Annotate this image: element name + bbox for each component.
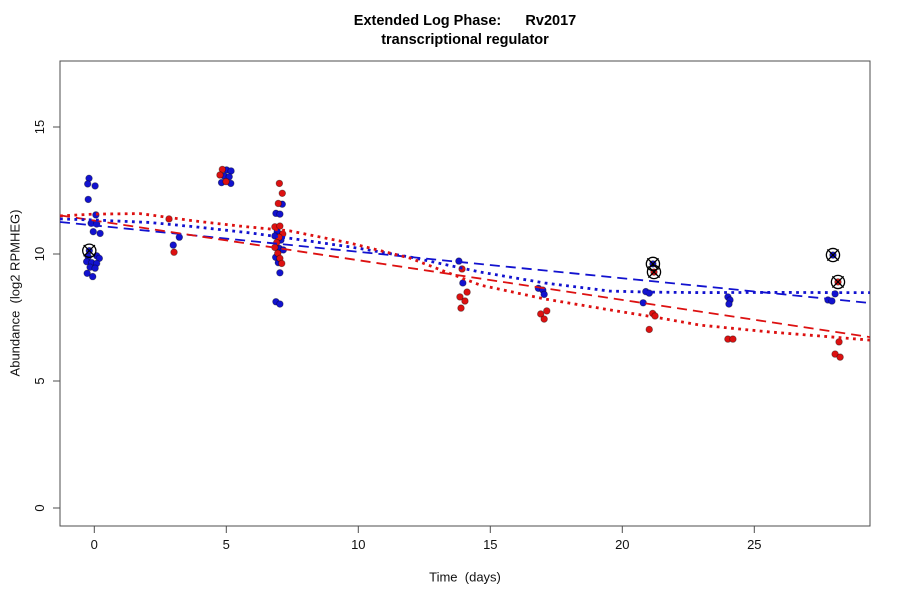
x-tick-label: 15 bbox=[483, 537, 497, 552]
data-point-red bbox=[276, 222, 284, 230]
data-point-blue bbox=[725, 300, 733, 308]
x-tick-label: 10 bbox=[351, 537, 365, 552]
y-tick-label: 0 bbox=[32, 504, 47, 511]
data-point-red bbox=[278, 189, 286, 197]
chart-title: Extended Log Phase: Rv2017 transcription… bbox=[354, 12, 576, 50]
data-point-red bbox=[831, 350, 839, 358]
data-point-blue bbox=[540, 290, 548, 299]
data-point-red bbox=[543, 307, 551, 315]
data-point-blue bbox=[84, 195, 92, 204]
circled-marker-x bbox=[831, 275, 845, 288]
y-tick-label: 5 bbox=[32, 377, 47, 384]
data-point-red bbox=[463, 288, 471, 296]
data-point-blue bbox=[225, 173, 233, 181]
data-point-red bbox=[457, 304, 465, 312]
data-point-blue bbox=[83, 180, 92, 188]
data-point-red bbox=[274, 199, 283, 208]
plot-box bbox=[59, 60, 871, 527]
data-point-blue bbox=[89, 272, 97, 281]
data-point-red bbox=[835, 338, 843, 346]
data-point-blue bbox=[276, 300, 284, 308]
x-tick-label: 5 bbox=[223, 537, 230, 552]
chart-title-line2: transcriptional regulator bbox=[381, 32, 549, 48]
circled-marker-x bbox=[826, 248, 840, 262]
y-axis-title: Abundance (log2 RPMHEG) bbox=[7, 209, 23, 377]
x-tick-label: 25 bbox=[747, 537, 761, 552]
trend-line-red-linear-fit bbox=[59, 214, 871, 338]
data-point-blue bbox=[639, 299, 647, 307]
data-point-blue bbox=[276, 269, 284, 277]
data-point-red bbox=[540, 315, 548, 323]
data-point-red bbox=[170, 248, 178, 256]
data-point-blue bbox=[276, 210, 284, 218]
data-point-red bbox=[456, 293, 464, 301]
data-point-blue bbox=[91, 182, 99, 190]
data-point-red bbox=[165, 215, 173, 223]
y-tick-label: 10 bbox=[32, 247, 47, 261]
data-point-blue bbox=[83, 269, 91, 278]
x-axis-title: Time (days) bbox=[429, 569, 501, 585]
circled-marker-ring bbox=[825, 247, 841, 263]
data-point-blue bbox=[169, 241, 177, 249]
chart-title-line1: Extended Log Phase: Rv2017 bbox=[353, 13, 577, 29]
data-point-red bbox=[222, 177, 230, 186]
data-point-blue bbox=[175, 233, 184, 241]
x-tick-label: 20 bbox=[615, 537, 629, 552]
data-point-red bbox=[216, 171, 224, 179]
data-point-blue bbox=[459, 279, 467, 287]
circled-marker-ring bbox=[646, 264, 662, 280]
y-tick-label: 15 bbox=[32, 120, 47, 134]
data-point-red bbox=[537, 310, 545, 318]
circled-marker-ring bbox=[82, 243, 97, 258]
circled-marker-x bbox=[83, 244, 96, 257]
data-point-red bbox=[275, 179, 284, 188]
x-tick-label: 0 bbox=[91, 537, 98, 552]
data-point-red bbox=[729, 335, 737, 343]
circled-marker-ring bbox=[830, 274, 846, 290]
data-point-red bbox=[645, 325, 653, 334]
data-point-red bbox=[461, 297, 469, 305]
data-point-red bbox=[836, 353, 844, 361]
data-point-red bbox=[278, 259, 286, 268]
data-point-blue bbox=[89, 227, 97, 236]
data-point-blue bbox=[96, 229, 104, 238]
circled-marker-x bbox=[647, 265, 661, 279]
data-point-blue bbox=[91, 264, 99, 272]
